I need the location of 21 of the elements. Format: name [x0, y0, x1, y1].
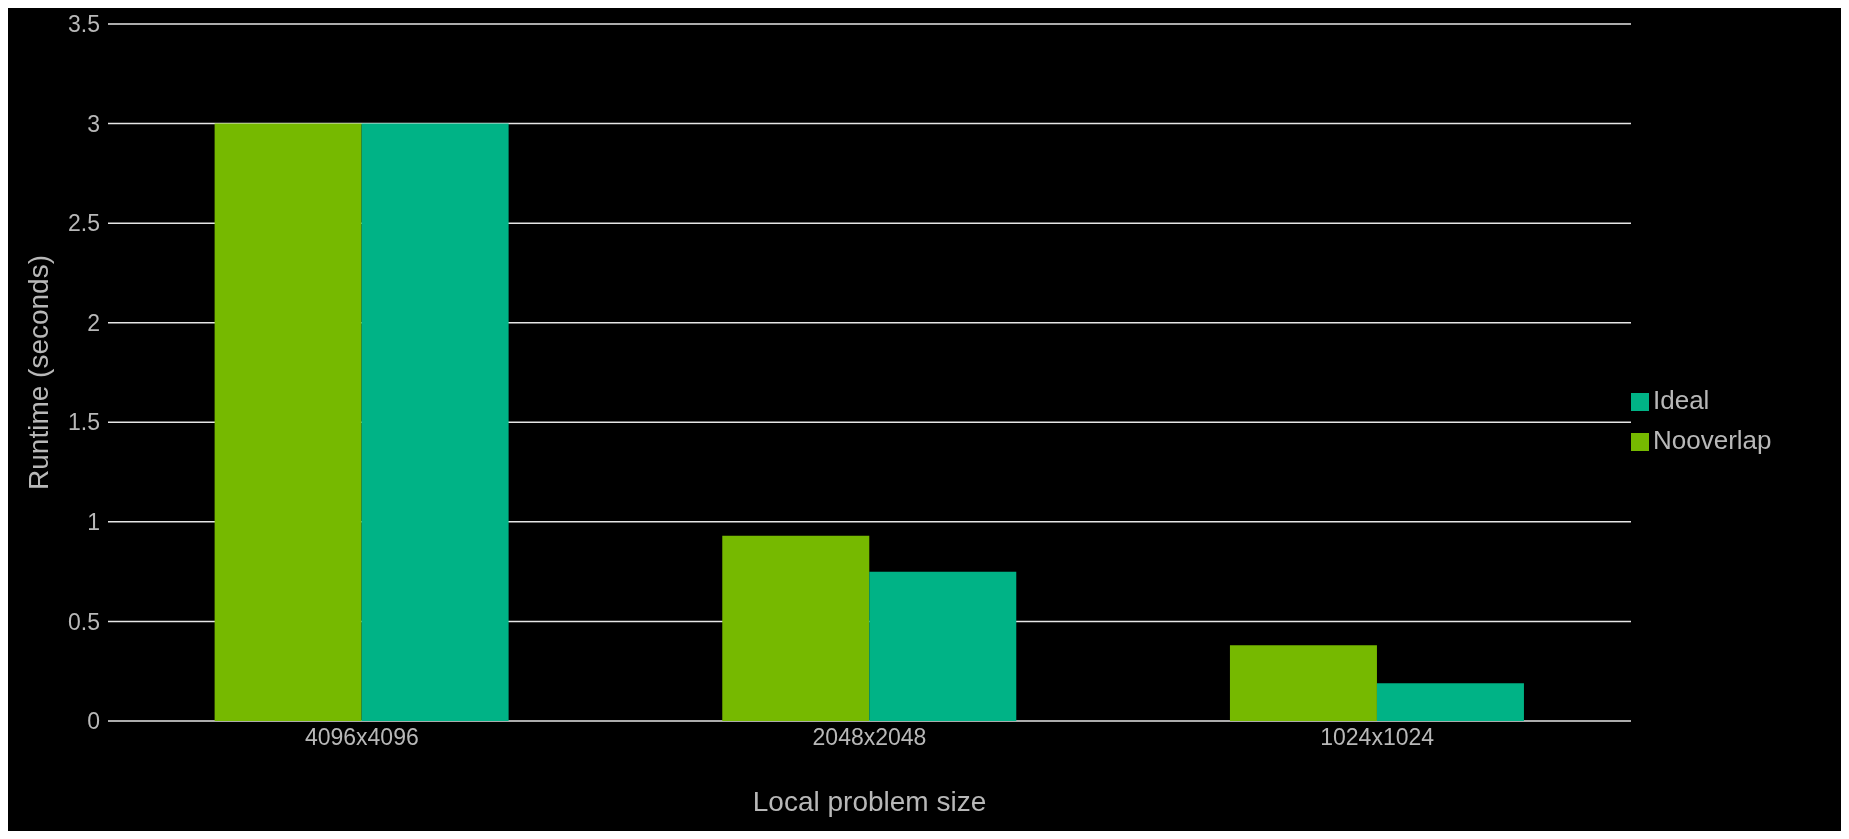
y-tick-label: 1.5 — [68, 409, 100, 436]
bar — [722, 535, 870, 721]
y-tick-label: 1 — [87, 509, 100, 536]
bar — [1376, 683, 1524, 721]
y-tick-label: 3.5 — [68, 11, 100, 38]
legend-label: Ideal — [1653, 384, 1710, 415]
y-tick-label: 0.5 — [68, 608, 100, 635]
bar — [1229, 645, 1377, 721]
x-axis-title: Local problem size — [752, 786, 987, 817]
bar — [214, 123, 362, 721]
y-tick-label: 3 — [87, 110, 100, 137]
y-axis-title: Runtime (seconds) — [22, 255, 54, 490]
x-tick-label: 4096x4096 — [304, 724, 419, 751]
bar — [869, 571, 1017, 721]
y-tick-label: 2 — [87, 309, 100, 336]
legend-label: Nooverlap — [1653, 424, 1772, 455]
x-tick-label: 2048x2048 — [812, 724, 927, 751]
y-tick-label: 2.5 — [68, 210, 100, 237]
x-tick-label: 1024x1024 — [1320, 724, 1435, 751]
bar — [361, 123, 509, 721]
y-tick-label: 0 — [87, 708, 100, 735]
